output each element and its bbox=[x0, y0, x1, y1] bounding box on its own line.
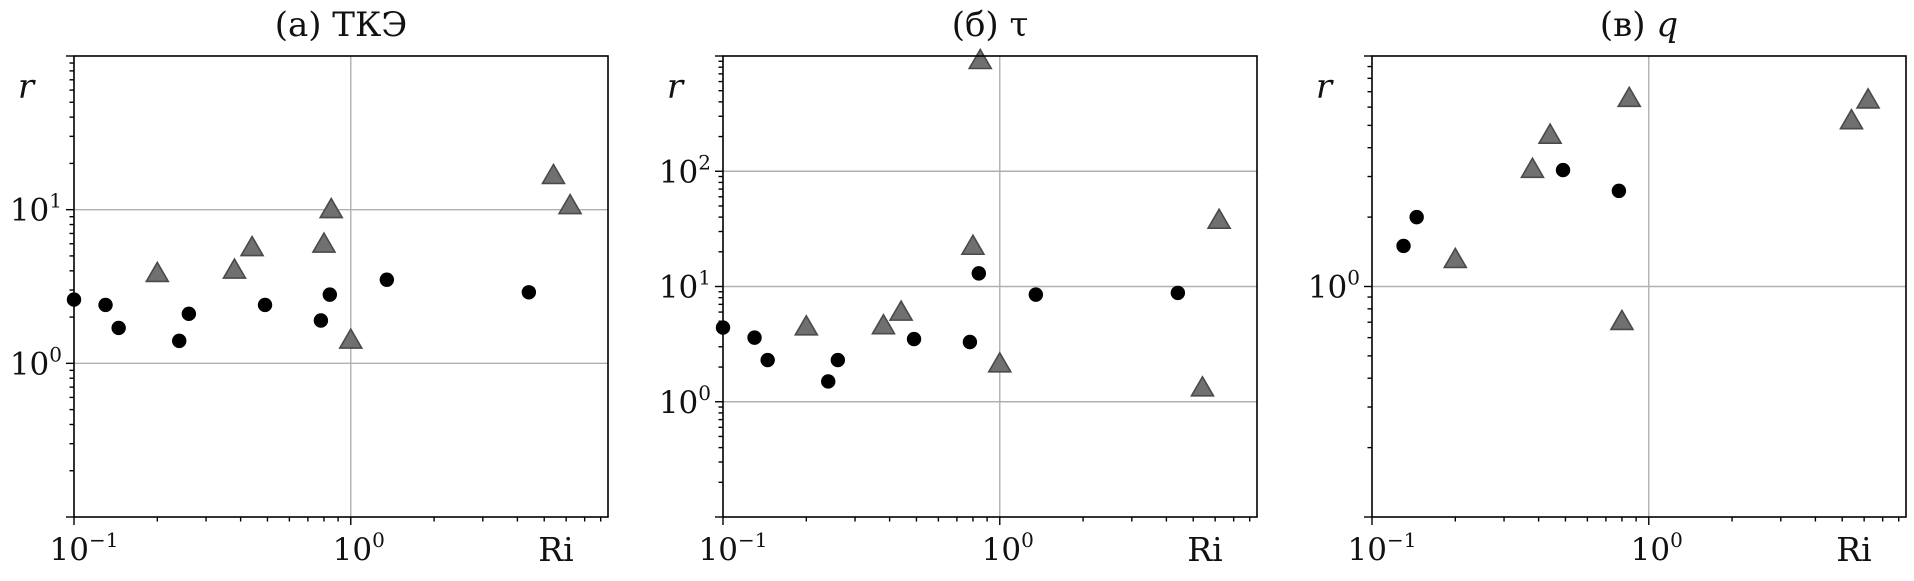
y-tick-label: 100 bbox=[10, 342, 62, 382]
y-tick-label: 101 bbox=[659, 266, 711, 306]
x-tick-label: 100 bbox=[1631, 528, 1683, 568]
data-point-triangle bbox=[1537, 122, 1563, 144]
data-point-triangle bbox=[1616, 85, 1642, 108]
data-point-triangle bbox=[239, 234, 265, 257]
y-tick-label: 102 bbox=[659, 150, 711, 190]
x-tick-exponent: −1 bbox=[89, 528, 118, 552]
data-point-circle bbox=[1611, 183, 1627, 199]
data-point-circle bbox=[1170, 285, 1186, 301]
y-tick-base: 10 bbox=[659, 154, 698, 190]
y-tick-exponent: 1 bbox=[698, 266, 711, 290]
data-point-triangle bbox=[1442, 246, 1468, 269]
data-point-triangle bbox=[144, 260, 170, 283]
data-point-circle bbox=[98, 297, 113, 313]
plot-frame bbox=[73, 55, 609, 518]
y-tick-label: 101 bbox=[10, 189, 62, 229]
data-point-triangle bbox=[338, 327, 364, 349]
data-point-circle bbox=[521, 285, 537, 300]
data-point-triangle bbox=[888, 299, 914, 321]
x-tick-exponent: 0 bbox=[1021, 528, 1034, 552]
data-point-circle bbox=[1028, 287, 1044, 302]
panel-title: (а) ТКЭ bbox=[275, 5, 408, 45]
y-tick-base: 10 bbox=[659, 270, 698, 306]
data-point-circle bbox=[821, 374, 836, 389]
data-point-circle bbox=[760, 352, 775, 368]
x-axis-label: Ri bbox=[1187, 530, 1222, 569]
y-tick-base: 10 bbox=[659, 385, 698, 421]
x-tick-label: 10−1 bbox=[50, 528, 119, 568]
panel-title-prefix: (в) bbox=[1600, 5, 1656, 45]
data-point-triangle bbox=[1520, 156, 1545, 179]
panel-title-var: q bbox=[1656, 5, 1678, 45]
data-point-triangle bbox=[1839, 108, 1864, 130]
data-point-circle bbox=[111, 320, 126, 336]
data-point-circle bbox=[971, 266, 987, 281]
x-tick-base: 10 bbox=[50, 532, 89, 568]
x-tick-label: 10−1 bbox=[1348, 528, 1417, 568]
data-point-triangle bbox=[541, 162, 566, 185]
y-tick-exponent: 2 bbox=[698, 150, 711, 174]
x-tick-exponent: 0 bbox=[372, 528, 385, 552]
y-tick-label: 100 bbox=[1308, 266, 1360, 306]
x-axis-label: Ri bbox=[538, 530, 573, 569]
data-point-triangle bbox=[987, 351, 1013, 373]
data-point-circle bbox=[379, 272, 395, 287]
data-point-circle bbox=[830, 352, 846, 368]
y-tick-base: 10 bbox=[10, 346, 49, 382]
data-point-triangle bbox=[967, 47, 993, 70]
data-point-triangle bbox=[557, 193, 583, 215]
data-point-circle bbox=[257, 297, 273, 313]
panel-title: (в) q bbox=[1600, 5, 1678, 45]
data-point-circle bbox=[322, 287, 338, 302]
data-point-circle bbox=[181, 306, 197, 322]
data-point-triangle bbox=[1206, 207, 1232, 230]
data-point-circle bbox=[1555, 162, 1571, 178]
data-point-circle bbox=[906, 331, 922, 347]
x-tick-exponent: −1 bbox=[1387, 528, 1416, 552]
y-axis-label: r bbox=[1316, 67, 1334, 107]
y-tick-base: 10 bbox=[1308, 270, 1347, 306]
panel-title: (б) τ bbox=[952, 5, 1029, 45]
data-point-circle bbox=[962, 334, 978, 350]
data-point-triangle bbox=[1190, 375, 1215, 397]
plot-frame bbox=[1371, 55, 1907, 518]
data-point-circle bbox=[1409, 209, 1424, 225]
data-point-triangle bbox=[311, 231, 337, 253]
plot-frame bbox=[722, 55, 1258, 518]
x-tick-base: 10 bbox=[1631, 532, 1670, 568]
y-tick-label: 100 bbox=[659, 381, 711, 421]
y-tick-base: 10 bbox=[10, 193, 49, 229]
data-point-triangle bbox=[222, 257, 247, 279]
data-point-triangle bbox=[871, 313, 896, 335]
y-axis-label: r bbox=[667, 67, 685, 107]
x-tick-label: 100 bbox=[982, 528, 1034, 568]
x-tick-base: 10 bbox=[699, 532, 738, 568]
x-axis-label: Ri bbox=[1836, 530, 1871, 569]
x-tick-base: 10 bbox=[982, 532, 1021, 568]
x-tick-base: 10 bbox=[333, 532, 372, 568]
x-tick-exponent: 0 bbox=[1670, 528, 1683, 552]
data-point-triangle bbox=[793, 314, 819, 336]
y-tick-exponent: 0 bbox=[698, 381, 711, 405]
x-tick-base: 10 bbox=[1348, 532, 1387, 568]
y-tick-exponent: 0 bbox=[1347, 266, 1360, 290]
x-tick-label: 100 bbox=[333, 528, 385, 568]
data-point-triangle bbox=[318, 196, 344, 219]
y-tick-exponent: 1 bbox=[49, 189, 62, 213]
x-tick-label: 10−1 bbox=[699, 528, 768, 568]
data-point-circle bbox=[313, 313, 329, 328]
data-point-circle bbox=[1396, 238, 1411, 254]
data-point-triangle bbox=[1855, 87, 1881, 109]
y-axis-label: r bbox=[18, 67, 36, 107]
y-tick-exponent: 0 bbox=[49, 342, 62, 366]
data-point-triangle bbox=[960, 233, 986, 256]
x-tick-exponent: −1 bbox=[738, 528, 767, 552]
data-point-circle bbox=[747, 330, 762, 345]
data-point-triangle bbox=[1609, 308, 1635, 331]
data-point-circle bbox=[172, 333, 187, 349]
